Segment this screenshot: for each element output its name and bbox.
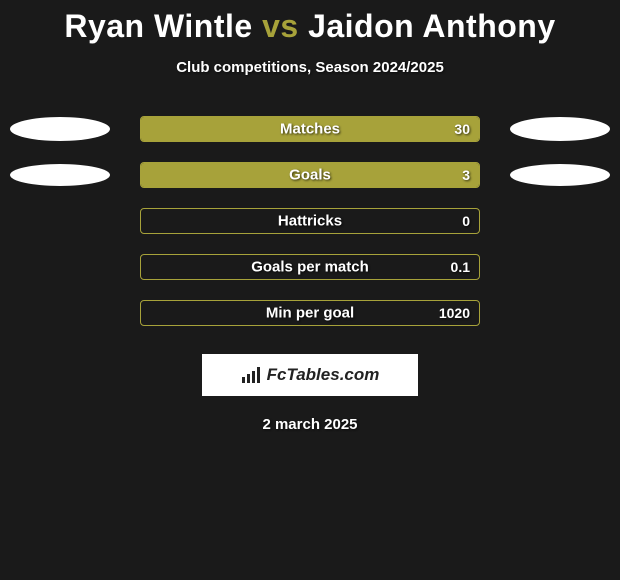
bar-track xyxy=(140,162,480,188)
brand-badge: FcTables.com xyxy=(202,354,418,396)
chart-row: Goals per match0.1 xyxy=(0,244,620,290)
bar-track xyxy=(140,208,480,234)
title-vs: vs xyxy=(262,8,299,44)
chart-row: Matches30 xyxy=(0,106,620,152)
chart-row: Goals3 xyxy=(0,152,620,198)
date-label: 2 march 2025 xyxy=(0,416,620,433)
bar-chart-icon xyxy=(241,366,263,384)
page-title: Ryan Wintle vs Jaidon Anthony xyxy=(0,8,620,45)
player2-ellipse xyxy=(510,164,610,186)
root: Ryan Wintle vs Jaidon Anthony Club compe… xyxy=(0,0,620,580)
player2-ellipse xyxy=(510,117,610,141)
player1-ellipse xyxy=(10,164,110,186)
subtitle: Club competitions, Season 2024/2025 xyxy=(0,59,620,76)
bar-fill xyxy=(141,163,479,187)
bar-fill xyxy=(141,117,479,141)
bar-track xyxy=(140,254,480,280)
chart-row: Hattricks0 xyxy=(0,198,620,244)
player1-ellipse xyxy=(10,117,110,141)
chart-row: Min per goal1020 xyxy=(0,290,620,336)
title-player1: Ryan Wintle xyxy=(64,8,252,44)
bar-track xyxy=(140,116,480,142)
title-player2: Jaidon Anthony xyxy=(308,8,556,44)
brand-text: FcTables.com xyxy=(267,365,380,385)
comparison-chart: Matches30Goals3Hattricks0Goals per match… xyxy=(0,106,620,336)
bar-track xyxy=(140,300,480,326)
